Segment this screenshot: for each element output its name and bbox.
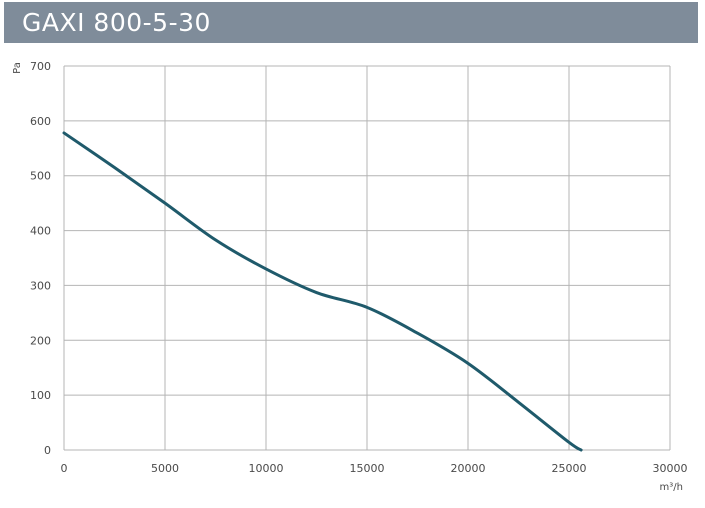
- title-bar: GAXI 800-5-30: [4, 2, 698, 43]
- x-axis-label: m³/h: [660, 482, 683, 493]
- series: [62, 131, 583, 452]
- y-axis-label: Pa: [12, 62, 23, 74]
- x-tick-label: 15000: [350, 462, 385, 475]
- x-tick-label: 30000: [653, 462, 688, 475]
- x-tick-label: 5000: [151, 462, 179, 475]
- tick-labels: 0 5000 10000 15000 20000 25000 30000 0 100 200 300…: [30, 60, 688, 475]
- x-tick-label: 20000: [451, 462, 486, 475]
- y-tick-label: 400: [30, 225, 51, 238]
- y-tick-label: 700: [30, 60, 51, 73]
- chart-title: GAXI 800-5-30: [22, 8, 211, 37]
- y-tick-label: 200: [30, 334, 51, 347]
- y-tick-label: 100: [30, 389, 51, 402]
- fan-curve-line: [62, 131, 583, 452]
- y-tick-label: 600: [30, 115, 51, 128]
- x-tick-label: 25000: [552, 462, 587, 475]
- grid: [63, 65, 671, 451]
- x-tick-label: 0: [61, 462, 68, 475]
- y-tick-label: 300: [30, 279, 51, 292]
- y-tick-label: 500: [30, 170, 51, 183]
- y-tick-label: 0: [44, 444, 51, 457]
- x-tick-label: 10000: [249, 462, 284, 475]
